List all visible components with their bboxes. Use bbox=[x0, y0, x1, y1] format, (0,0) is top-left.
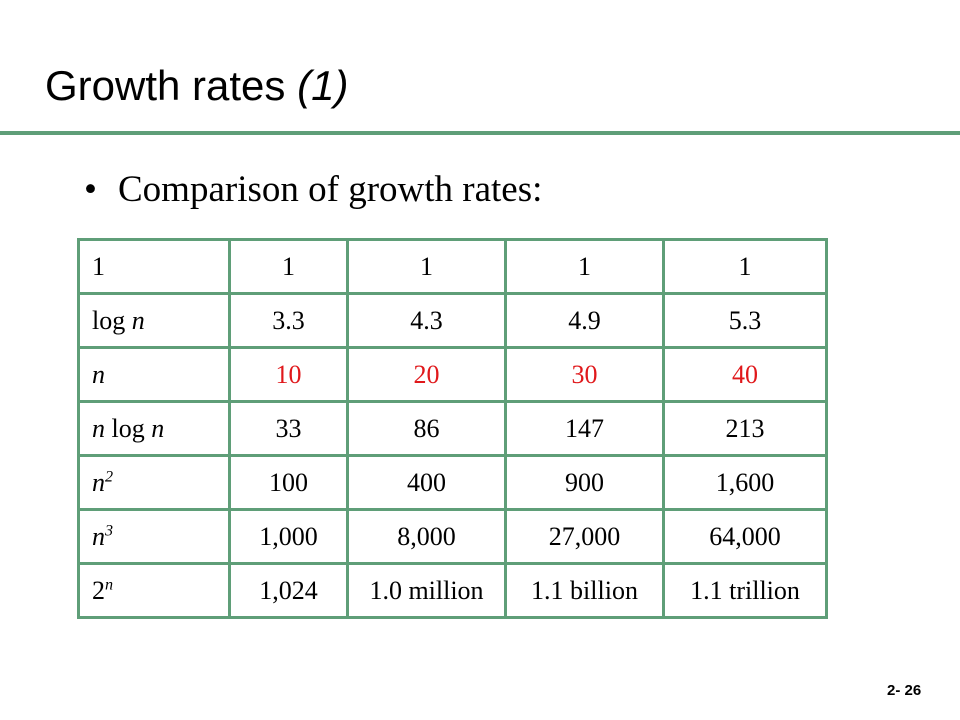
table-cell: 1 bbox=[346, 238, 507, 295]
table-cell: 1 bbox=[228, 238, 349, 295]
table-cell: 1 bbox=[662, 238, 828, 295]
row-label: n log n bbox=[77, 400, 231, 457]
table-cell: 64,000 bbox=[662, 508, 828, 565]
table-cell: 30 bbox=[504, 346, 665, 403]
table-cell: 10 bbox=[228, 346, 349, 403]
bullet-text: Comparison of growth rates: bbox=[118, 169, 543, 210]
table-cell: 40 bbox=[662, 346, 828, 403]
label-var: n bbox=[92, 467, 105, 497]
table-row: n log n 33 86 147 213 bbox=[77, 400, 828, 457]
table-row: log n 3.3 4.3 4.9 5.3 bbox=[77, 292, 828, 349]
table-cell: 900 bbox=[504, 454, 665, 511]
label-log: log bbox=[92, 305, 126, 335]
label-var: n bbox=[92, 521, 105, 551]
table-row: 2n 1,024 1.0 million 1.1 billion 1.1 tri… bbox=[77, 562, 828, 619]
table-cell: 8,000 bbox=[346, 508, 507, 565]
table-cell: 1,000 bbox=[228, 508, 349, 565]
label-var: n bbox=[92, 413, 105, 443]
growth-table: 1 1 1 1 1 log n 3.3 4.3 4.9 5.3 n 10 20 … bbox=[77, 238, 828, 619]
page-number: 2- 26 bbox=[887, 682, 922, 699]
label-exponent: 2 bbox=[105, 467, 114, 485]
table-row: n3 1,000 8,000 27,000 64,000 bbox=[77, 508, 828, 565]
table-cell: 3.3 bbox=[228, 292, 349, 349]
title-divider bbox=[0, 131, 960, 135]
title-text: Growth rates bbox=[45, 62, 286, 109]
table-cell: 400 bbox=[346, 454, 507, 511]
label-exponent: n bbox=[105, 575, 114, 593]
slide-title: Growth rates (1) bbox=[45, 62, 348, 110]
bullet-item: • Comparison of growth rates: bbox=[84, 168, 542, 211]
row-label: 2n bbox=[77, 562, 231, 619]
label-var: n bbox=[151, 413, 165, 443]
table-cell: 1.1 trillion bbox=[662, 562, 828, 619]
table-cell: 20 bbox=[346, 346, 507, 403]
label-exponent: 3 bbox=[105, 521, 114, 539]
table-cell: 1 bbox=[77, 238, 231, 295]
table-row: n 10 20 30 40 bbox=[77, 346, 828, 403]
label-var: n bbox=[92, 359, 105, 389]
row-label: n3 bbox=[77, 508, 231, 565]
table-cell: 213 bbox=[662, 400, 828, 457]
table-cell: 5.3 bbox=[662, 292, 828, 349]
table-cell: 86 bbox=[346, 400, 507, 457]
table-cell: 4.9 bbox=[504, 292, 665, 349]
table-cell: 147 bbox=[504, 400, 665, 457]
table-cell: 1.1 billion bbox=[504, 562, 665, 619]
label-var: n bbox=[131, 305, 145, 335]
title-paren: (1) bbox=[297, 62, 349, 109]
row-label: n2 bbox=[77, 454, 231, 511]
row-label: n bbox=[77, 346, 231, 403]
table-cell: 1 bbox=[504, 238, 665, 295]
row-label: log n bbox=[77, 292, 231, 349]
table-row: n2 100 400 900 1,600 bbox=[77, 454, 828, 511]
table-cell: 1.0 million bbox=[346, 562, 507, 619]
table-cell: 4.3 bbox=[346, 292, 507, 349]
table-cell: 33 bbox=[228, 400, 349, 457]
table-cell: 1,024 bbox=[228, 562, 349, 619]
table-cell: 1,600 bbox=[662, 454, 828, 511]
table-row: 1 1 1 1 1 bbox=[77, 238, 828, 295]
table-cell: 27,000 bbox=[504, 508, 665, 565]
bullet-dot: • bbox=[84, 169, 97, 210]
label-base: 2 bbox=[92, 575, 105, 605]
table-cell: 100 bbox=[228, 454, 349, 511]
label-log: log bbox=[111, 413, 145, 443]
